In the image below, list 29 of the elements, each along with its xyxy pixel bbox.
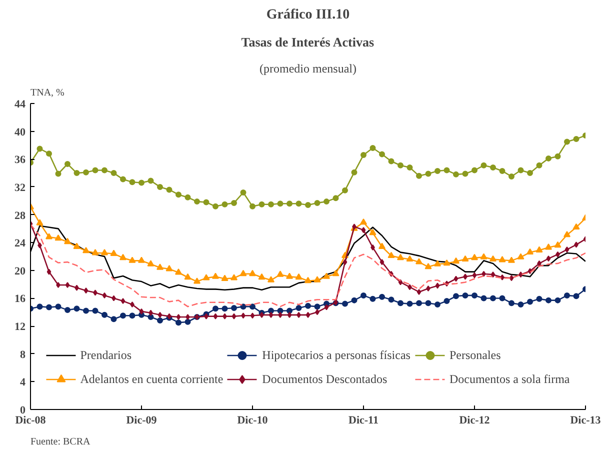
y-tick-label: 32 <box>14 182 26 194</box>
text: Gráfico III.10 <box>266 8 350 22</box>
chart-title: Tasas de Interés Activas <box>241 34 374 50</box>
y-tick-label: 16 <box>14 293 26 306</box>
y-tick-label: 8 <box>20 348 26 361</box>
x-tick-label: Dic-13 <box>570 414 602 426</box>
legend-label: Personales <box>449 348 501 362</box>
y-tick-label: 24 <box>14 238 26 250</box>
y-tick-label: 4 <box>20 376 26 389</box>
y-axis-title: TNA, % <box>30 88 64 98</box>
y-tick-label: 40 <box>14 126 26 138</box>
y-tick-label: 20 <box>14 265 26 278</box>
legend-label: Documentos a sola firma <box>449 372 570 386</box>
legend-label: Prendarios <box>80 348 132 362</box>
y-tick-label: 0 <box>20 404 26 416</box>
legend-label: Documentos Descontados <box>262 372 388 386</box>
source-note: Fuente: BCRA <box>30 436 92 448</box>
y-tick-label: 36 <box>14 154 26 166</box>
x-tick-label: Dic-12 <box>459 414 490 426</box>
y-tick-label: 44 <box>14 98 26 110</box>
x-tick-label: Dic-11 <box>348 414 378 426</box>
x-tick-label: Dic-10 <box>237 414 268 426</box>
y-tick-label: 28 <box>14 210 26 222</box>
legend-label: Adelantos en cuenta corriente <box>80 372 224 386</box>
chart-subtitle: (promedio mensual) <box>260 62 356 76</box>
x-tick-label: Dic-09 <box>126 414 158 426</box>
legend-label: Hipotecarios a personas físicas <box>262 348 410 362</box>
x-tick-label: Dic-08 <box>15 414 46 426</box>
y-tick-label: 12 <box>14 321 26 334</box>
